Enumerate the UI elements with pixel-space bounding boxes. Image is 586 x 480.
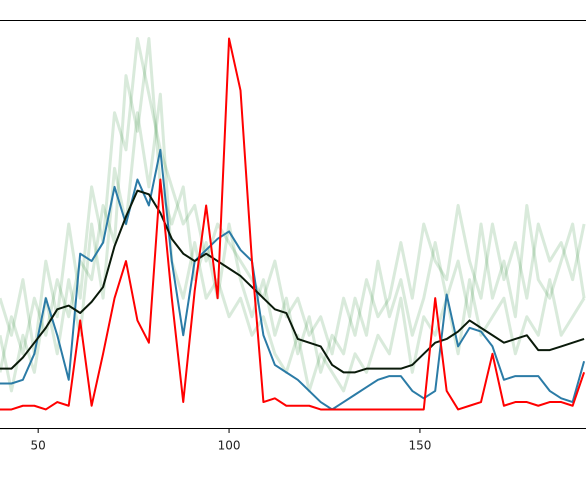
x-tick-label: 50 [31, 439, 46, 453]
x-tick-label: 100 [218, 439, 241, 453]
series-line [0, 37, 586, 411]
series-line [0, 37, 586, 356]
x-tick-label: 150 [408, 439, 431, 453]
series-line [0, 148, 586, 411]
series-line [0, 37, 586, 374]
series-line [0, 189, 585, 374]
plot-area [0, 37, 586, 411]
series-line [0, 92, 586, 393]
